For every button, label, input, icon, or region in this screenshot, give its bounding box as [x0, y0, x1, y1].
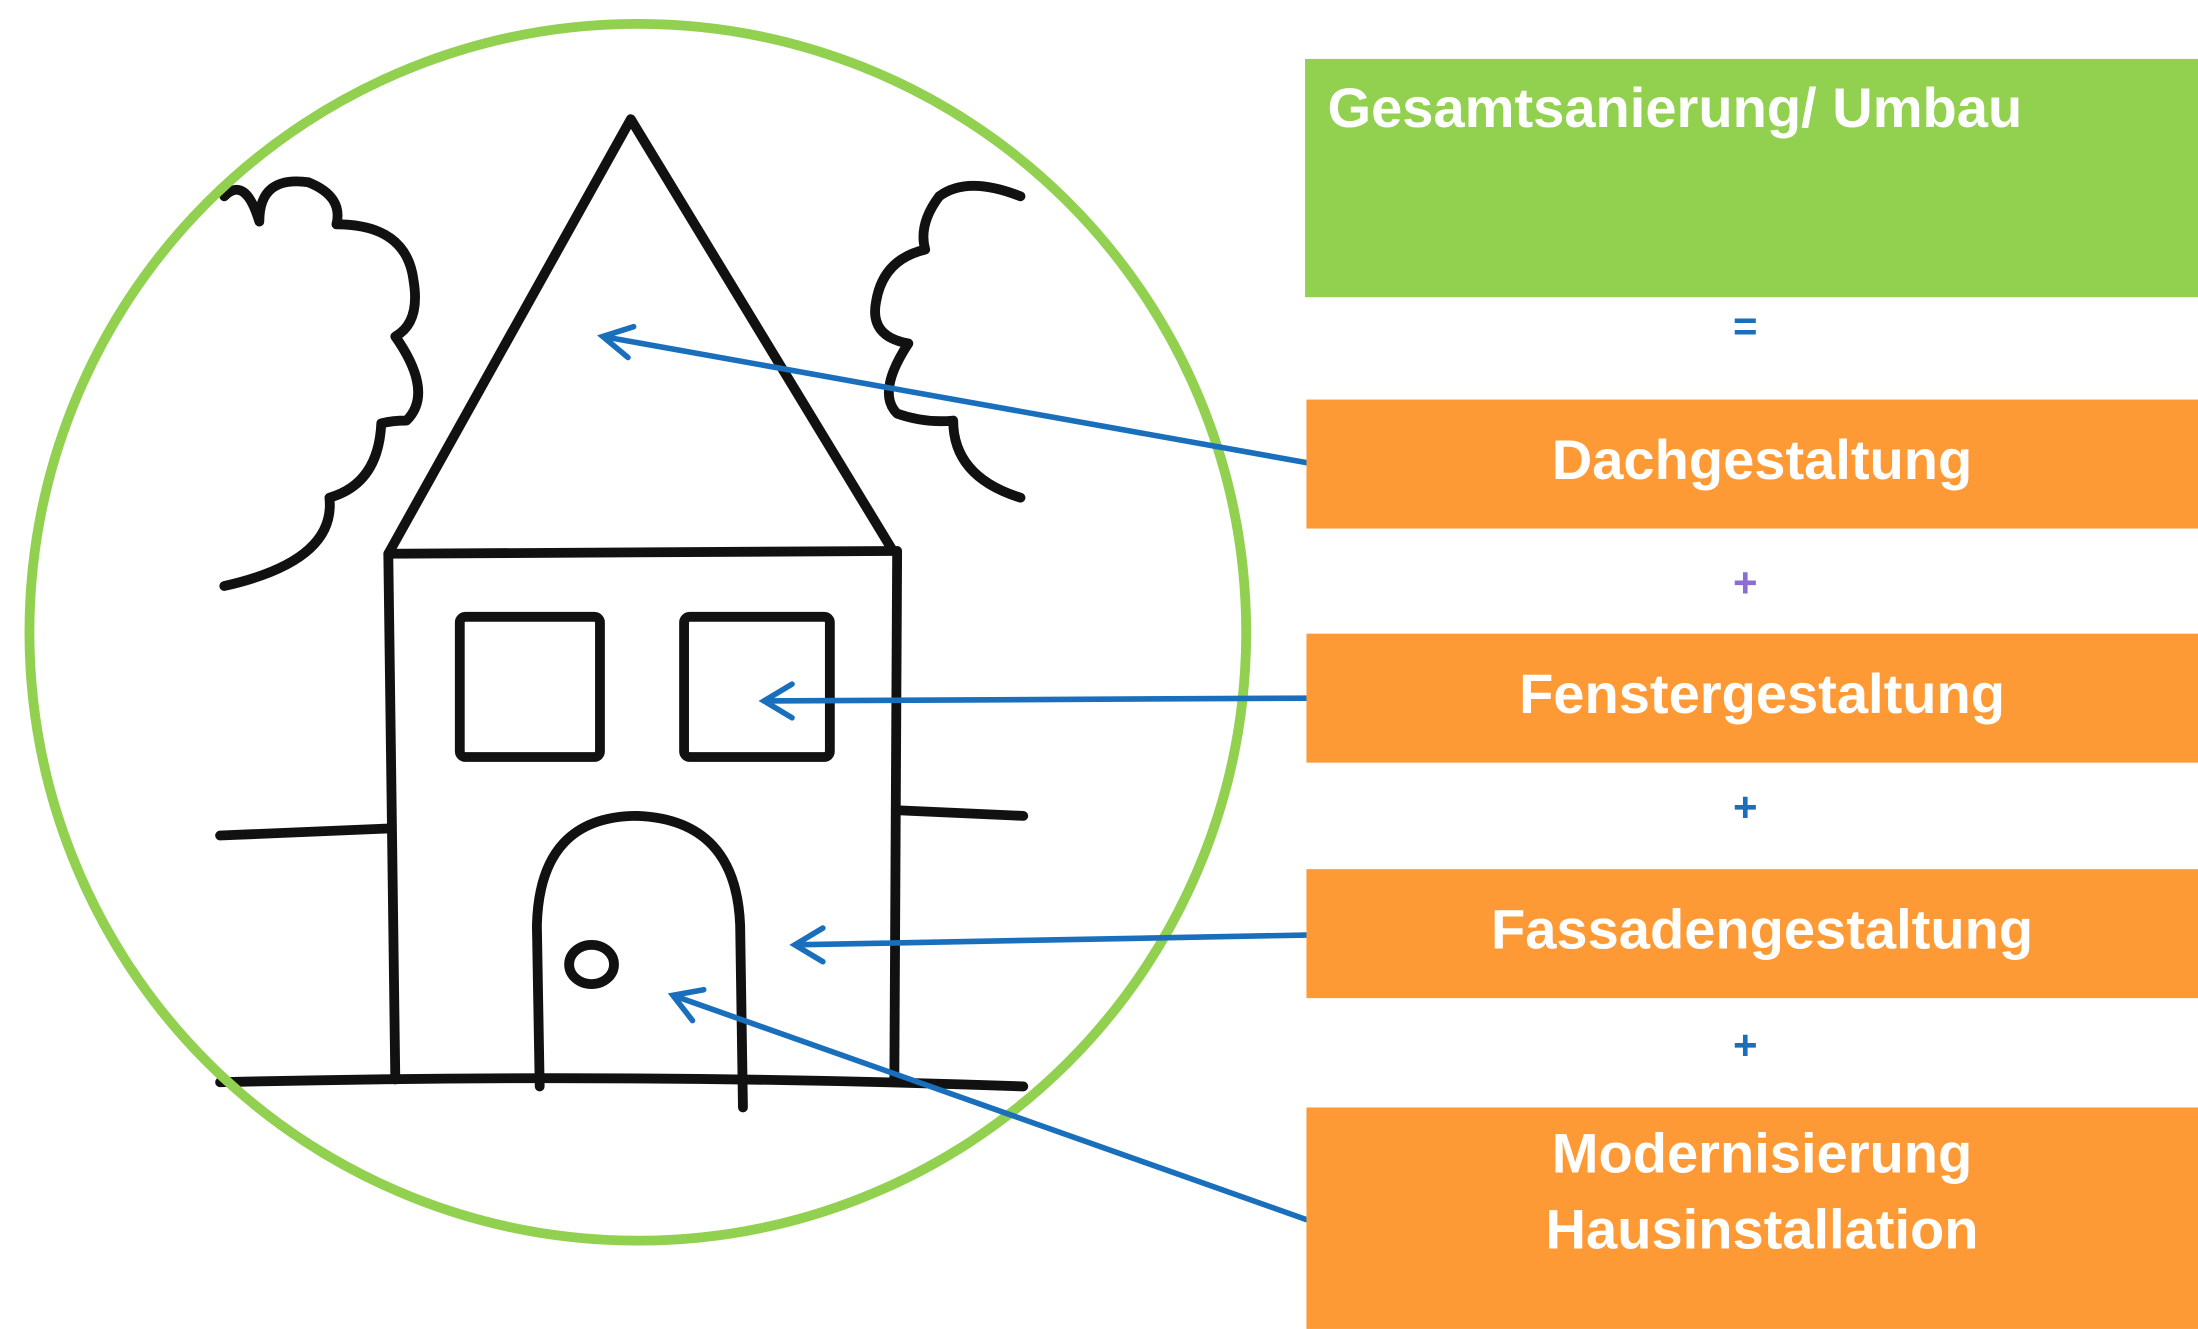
operator: =: [1733, 303, 1758, 350]
operator: +: [1733, 783, 1758, 830]
component-label: Fenstergestaltung: [1519, 662, 2005, 725]
component-label: Hausinstallation: [1546, 1197, 1979, 1260]
component-boxes: = + + + Dachgestaltung Fenstergestaltung Fassa…: [1306, 303, 2198, 1329]
page: Gesamtsanierung/ Umbau = + + + Dachgestaltun…: [0, 0, 2198, 1329]
frame-circle: [29, 24, 1246, 1241]
operator: +: [1733, 559, 1758, 606]
house-drawing: [220, 119, 1023, 1107]
component-label: Modernisierung: [1552, 1122, 1972, 1185]
component-label: Dachgestaltung: [1552, 428, 1973, 491]
total-title: Gesamtsanierung/ Umbau: [1327, 76, 2022, 139]
operator: +: [1733, 1022, 1758, 1069]
component-label: Fassadengestaltung: [1491, 897, 2033, 960]
